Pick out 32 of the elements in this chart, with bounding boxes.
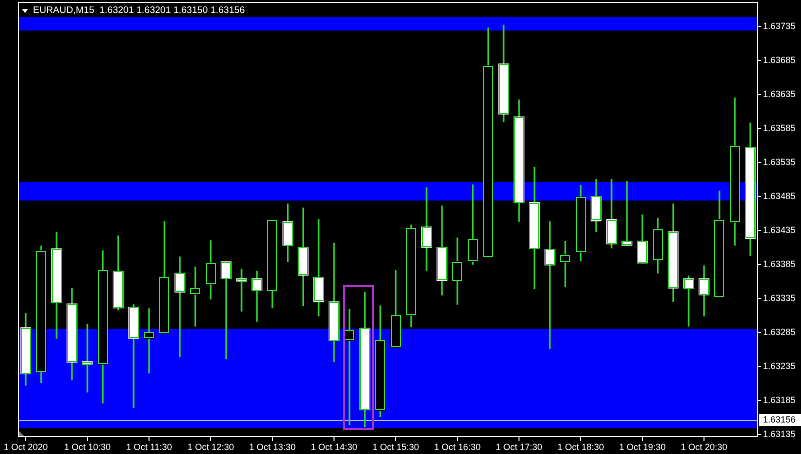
y-tick-label: 1.63385 (763, 258, 796, 269)
x-tick-label: 1 Oct 12:30 (187, 442, 234, 452)
y-tick-label: 1.63185 (763, 394, 796, 405)
candlestick (236, 268, 247, 312)
y-tick-label: 1.63585 (763, 122, 796, 133)
x-tick-label: 1 Oct 18:30 (557, 442, 604, 452)
x-tick-label: 1 Oct 14:30 (310, 442, 358, 452)
x-tick-label: 1 Oct 19:30 (619, 442, 666, 452)
y-tick-label: 1.63335 (763, 292, 796, 303)
y-tick-label: 1.63235 (763, 360, 796, 371)
x-tick-label: 1 Oct 15:30 (372, 442, 419, 452)
candlestick (144, 308, 154, 374)
y-tick-label: 1.63435 (763, 224, 796, 235)
candlestick (421, 187, 432, 271)
x-tick-label: 1 Oct 16:30 (434, 442, 481, 452)
y-tick-label: 1.63135 (763, 428, 796, 439)
x-tick-label: 1 Oct 13:30 (249, 442, 296, 452)
y-tick-label: 1.63685 (763, 54, 796, 65)
ref-line-label: 1.63156 (763, 414, 796, 424)
y-tick-label: 1.63285 (763, 326, 796, 337)
y-tick-label: 1.63635 (763, 88, 796, 99)
chart-title: EURAUD,M15 1.63201 1.63201 1.63150 1.63156 (33, 5, 245, 17)
candlestick (622, 181, 632, 246)
y-tick-label: 1.63535 (763, 156, 796, 167)
candlestick (252, 270, 262, 322)
y-tick-label: 1.63735 (763, 20, 796, 31)
x-tick-label: 1 Oct 20:30 (680, 442, 728, 452)
x-tick-label: 1 Oct 10:30 (64, 442, 111, 452)
y-tick-label: 1.63485 (763, 190, 796, 201)
x-tick-label: 1 Oct 11:30 (126, 442, 172, 452)
x-tick-label: 1 Oct 17:30 (496, 442, 542, 452)
x-tick-label: 1 Oct 2020 (4, 442, 48, 452)
